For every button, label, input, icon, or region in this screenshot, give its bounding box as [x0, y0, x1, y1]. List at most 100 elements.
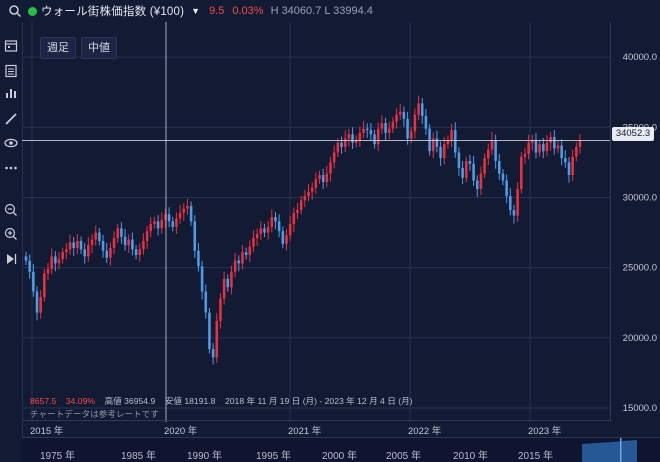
price-chart[interactable] [22, 22, 610, 422]
candle-body [376, 128, 380, 145]
candle-body [468, 160, 472, 164]
candle-body [564, 158, 567, 163]
candle-body [424, 116, 428, 129]
candle-body [501, 173, 505, 181]
x-tick-label: 2020 年 [164, 426, 198, 437]
candle-body [138, 249, 142, 255]
low-value: 安値 18191.8 [164, 396, 216, 406]
candle-body [274, 217, 277, 222]
pencil-icon[interactable] [3, 111, 19, 127]
candle-body [244, 252, 248, 255]
candle-body [490, 139, 494, 150]
list-icon[interactable] [3, 63, 19, 79]
candle-body [182, 208, 186, 213]
candle [54, 251, 57, 272]
navigator-year-label: 1995 年 [256, 451, 292, 462]
eye-icon[interactable] [3, 135, 19, 151]
candle [87, 237, 90, 262]
weekly-button[interactable]: 週足 [40, 37, 76, 59]
candle-body [384, 123, 387, 133]
candle [277, 214, 281, 238]
candle-body [560, 145, 563, 159]
candle [571, 149, 574, 182]
candle [219, 293, 222, 329]
candle-body [167, 214, 171, 222]
candle [189, 201, 193, 226]
stat-pct: 34.09% [65, 396, 96, 406]
candle-body [531, 139, 534, 143]
zoom-out-icon[interactable] [3, 202, 19, 218]
candle-body [149, 224, 153, 232]
candle-body [549, 137, 552, 143]
candle [65, 243, 68, 260]
instrument-title[interactable]: ウォール街株価指数 (¥100) [41, 6, 185, 18]
candle-body [94, 232, 97, 240]
candle-body [387, 128, 391, 133]
candle [406, 111, 409, 145]
candle-body [193, 221, 197, 251]
candle-body [527, 142, 530, 154]
candle-body [259, 228, 263, 234]
price-change: 9.5 [209, 5, 225, 17]
candle [134, 244, 138, 260]
candle [39, 290, 42, 319]
navigator-year-label: 2015 年 [518, 451, 554, 462]
candle-body [296, 210, 299, 213]
candle-body [494, 139, 497, 161]
candle [351, 127, 354, 149]
candle-body [498, 160, 501, 174]
candle [164, 208, 167, 228]
candle-body [299, 200, 303, 211]
candle [98, 228, 101, 246]
candle [50, 248, 53, 275]
status-line: 8657.5 34.09% 高値 36954.9 安値 18191.8 2018… [30, 395, 413, 407]
candle-body [112, 238, 116, 248]
search-icon[interactable] [8, 4, 22, 18]
reference-note: チャートデータは参考レートです [30, 409, 159, 419]
candle-body [237, 260, 241, 264]
candle [255, 228, 259, 246]
candle-body [380, 123, 384, 129]
candle-body [340, 142, 343, 147]
candle-body [277, 221, 281, 232]
candle [142, 233, 145, 255]
candle-body [332, 152, 336, 163]
candle-body [175, 218, 178, 227]
zoom-in-icon[interactable] [3, 226, 19, 242]
candle [171, 216, 175, 232]
price-axis[interactable]: 40000.035000.030000.025000.020000.015000… [610, 22, 660, 422]
mid-price-button[interactable]: 中値 [81, 37, 117, 59]
candle-body [362, 128, 365, 133]
candle [222, 271, 226, 305]
y-tick-label: 25000.0 [623, 263, 657, 274]
y-tick-label: 40000.0 [623, 52, 657, 63]
candle-body [435, 138, 439, 147]
candle [244, 247, 248, 260]
candle [175, 212, 178, 234]
candle-body [233, 260, 237, 272]
candle-body [556, 145, 560, 149]
play-icon[interactable] [3, 251, 19, 267]
candle [24, 251, 28, 266]
candle-body [39, 297, 42, 313]
candle-body [464, 160, 468, 178]
candle [531, 134, 534, 151]
candle-body [538, 144, 541, 153]
candle [340, 136, 343, 154]
candle [369, 123, 373, 141]
candle [182, 203, 186, 221]
calendar-icon[interactable] [3, 38, 19, 54]
range-navigator[interactable]: 1975 年 1985 年 1990 年 1995 年 2000 年 2005 年 2010… [22, 437, 660, 462]
candle [321, 168, 325, 190]
time-axis[interactable]: 2015 年 2020 年 2021 年 2022 年 2023 年 [22, 420, 610, 437]
candle-body [479, 173, 483, 190]
candle [387, 121, 391, 140]
chevron-down-icon[interactable]: ▼ [191, 6, 201, 16]
candle-body [68, 242, 72, 250]
candle-body [442, 144, 446, 159]
bar-chart-icon[interactable] [3, 85, 19, 101]
candle [248, 240, 252, 262]
candle [237, 255, 241, 272]
more-icon[interactable] [3, 160, 19, 176]
candle [120, 222, 123, 244]
